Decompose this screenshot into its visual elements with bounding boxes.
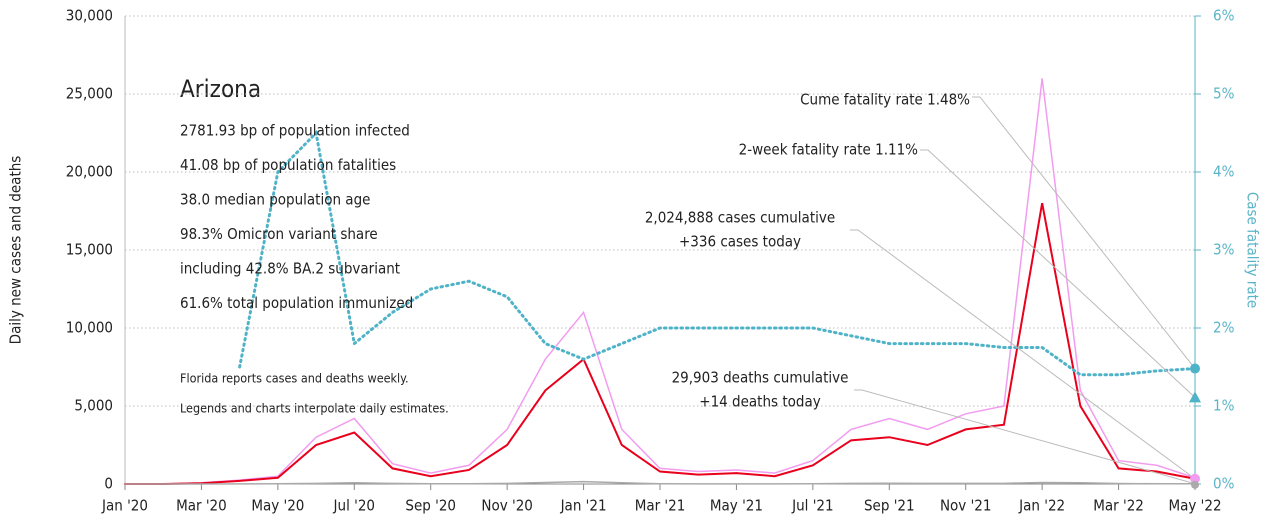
y-tick-label: 10,000	[66, 319, 113, 337]
annotation: Cume fatality rate 1.48%	[800, 91, 970, 109]
x-tick-label: Jan '22	[1018, 497, 1065, 515]
two-week-cfr-marker	[1189, 391, 1201, 403]
cfr-marker	[1190, 363, 1200, 374]
note: Legends and charts interpolate daily est…	[180, 401, 449, 416]
series-line	[124, 480, 1196, 485]
fact: 61.6% total population immunized	[180, 294, 413, 312]
fact: including 42.8% BA.2 subvariant	[180, 260, 400, 278]
y-tick-label: 25,000	[66, 85, 113, 103]
x-tick-label: Jan '20	[101, 497, 148, 515]
x-tick-label: Nov '21	[940, 497, 992, 515]
note: Florida reports cases and deaths weekly.	[180, 371, 409, 386]
y-tick-label: 30,000	[66, 7, 113, 25]
annotation: +336 cases today	[679, 233, 801, 251]
y-tick-label: 15,000	[66, 241, 113, 259]
annotation: +14 deaths today	[699, 393, 820, 411]
chart-title: Arizona	[180, 75, 261, 103]
series-line	[124, 203, 1196, 485]
leader-line	[854, 389, 1196, 485]
x-tick-label: Mar '21	[635, 497, 686, 515]
x-tick-label: Sep '20	[405, 497, 456, 515]
y2-tick-label: 4%	[1213, 163, 1235, 181]
y-tick-label: 5,000	[74, 397, 113, 415]
x-tick-label: May '22	[1168, 497, 1221, 515]
fact: 41.08 bp of population fatalities	[180, 156, 396, 174]
y2-tick-label: 5%	[1213, 85, 1235, 103]
annotation: 2-week fatality rate 1.11%	[739, 141, 919, 159]
y-tick-label: 20,000	[66, 163, 113, 181]
fact: 98.3% Omicron variant share	[180, 225, 378, 243]
y2-axis-label: Case fatality rate	[1244, 192, 1262, 308]
cases-marker	[1190, 473, 1200, 484]
x-tick-label: May '20	[251, 497, 304, 515]
annotation: 29,903 deaths cumulative	[672, 369, 849, 387]
y-axis-label: Daily new cases and deaths	[7, 156, 25, 345]
y2-tick-label: 0%	[1213, 475, 1235, 493]
y2-tick-label: 6%	[1213, 7, 1235, 25]
fact: 38.0 median population age	[180, 191, 370, 209]
leader-line	[850, 229, 1196, 480]
x-tick-label: Jul '20	[333, 497, 375, 515]
x-tick-label: Mar '22	[1093, 497, 1144, 515]
series-line	[238, 129, 1197, 377]
leader-line	[972, 96, 1196, 369]
annotation: 2,024,888 cases cumulative	[645, 209, 835, 227]
series-line	[124, 78, 1196, 485]
x-tick-label: Nov '20	[481, 497, 533, 515]
fact: 2781.93 bp of population infected	[180, 122, 410, 140]
deaths-marker	[1191, 480, 1199, 489]
x-tick-label: Jan '21	[560, 497, 607, 515]
y2-tick-label: 2%	[1213, 319, 1235, 337]
x-tick-label: Mar '20	[176, 497, 227, 515]
y2-tick-label: 3%	[1213, 241, 1235, 259]
x-tick-label: Sep '21	[864, 497, 915, 515]
y2-tick-label: 1%	[1213, 397, 1235, 415]
leader-line	[920, 149, 1196, 398]
x-tick-label: Jul '21	[791, 497, 833, 515]
x-tick-label: May '21	[710, 497, 763, 515]
y-tick-label: 0	[104, 475, 113, 493]
